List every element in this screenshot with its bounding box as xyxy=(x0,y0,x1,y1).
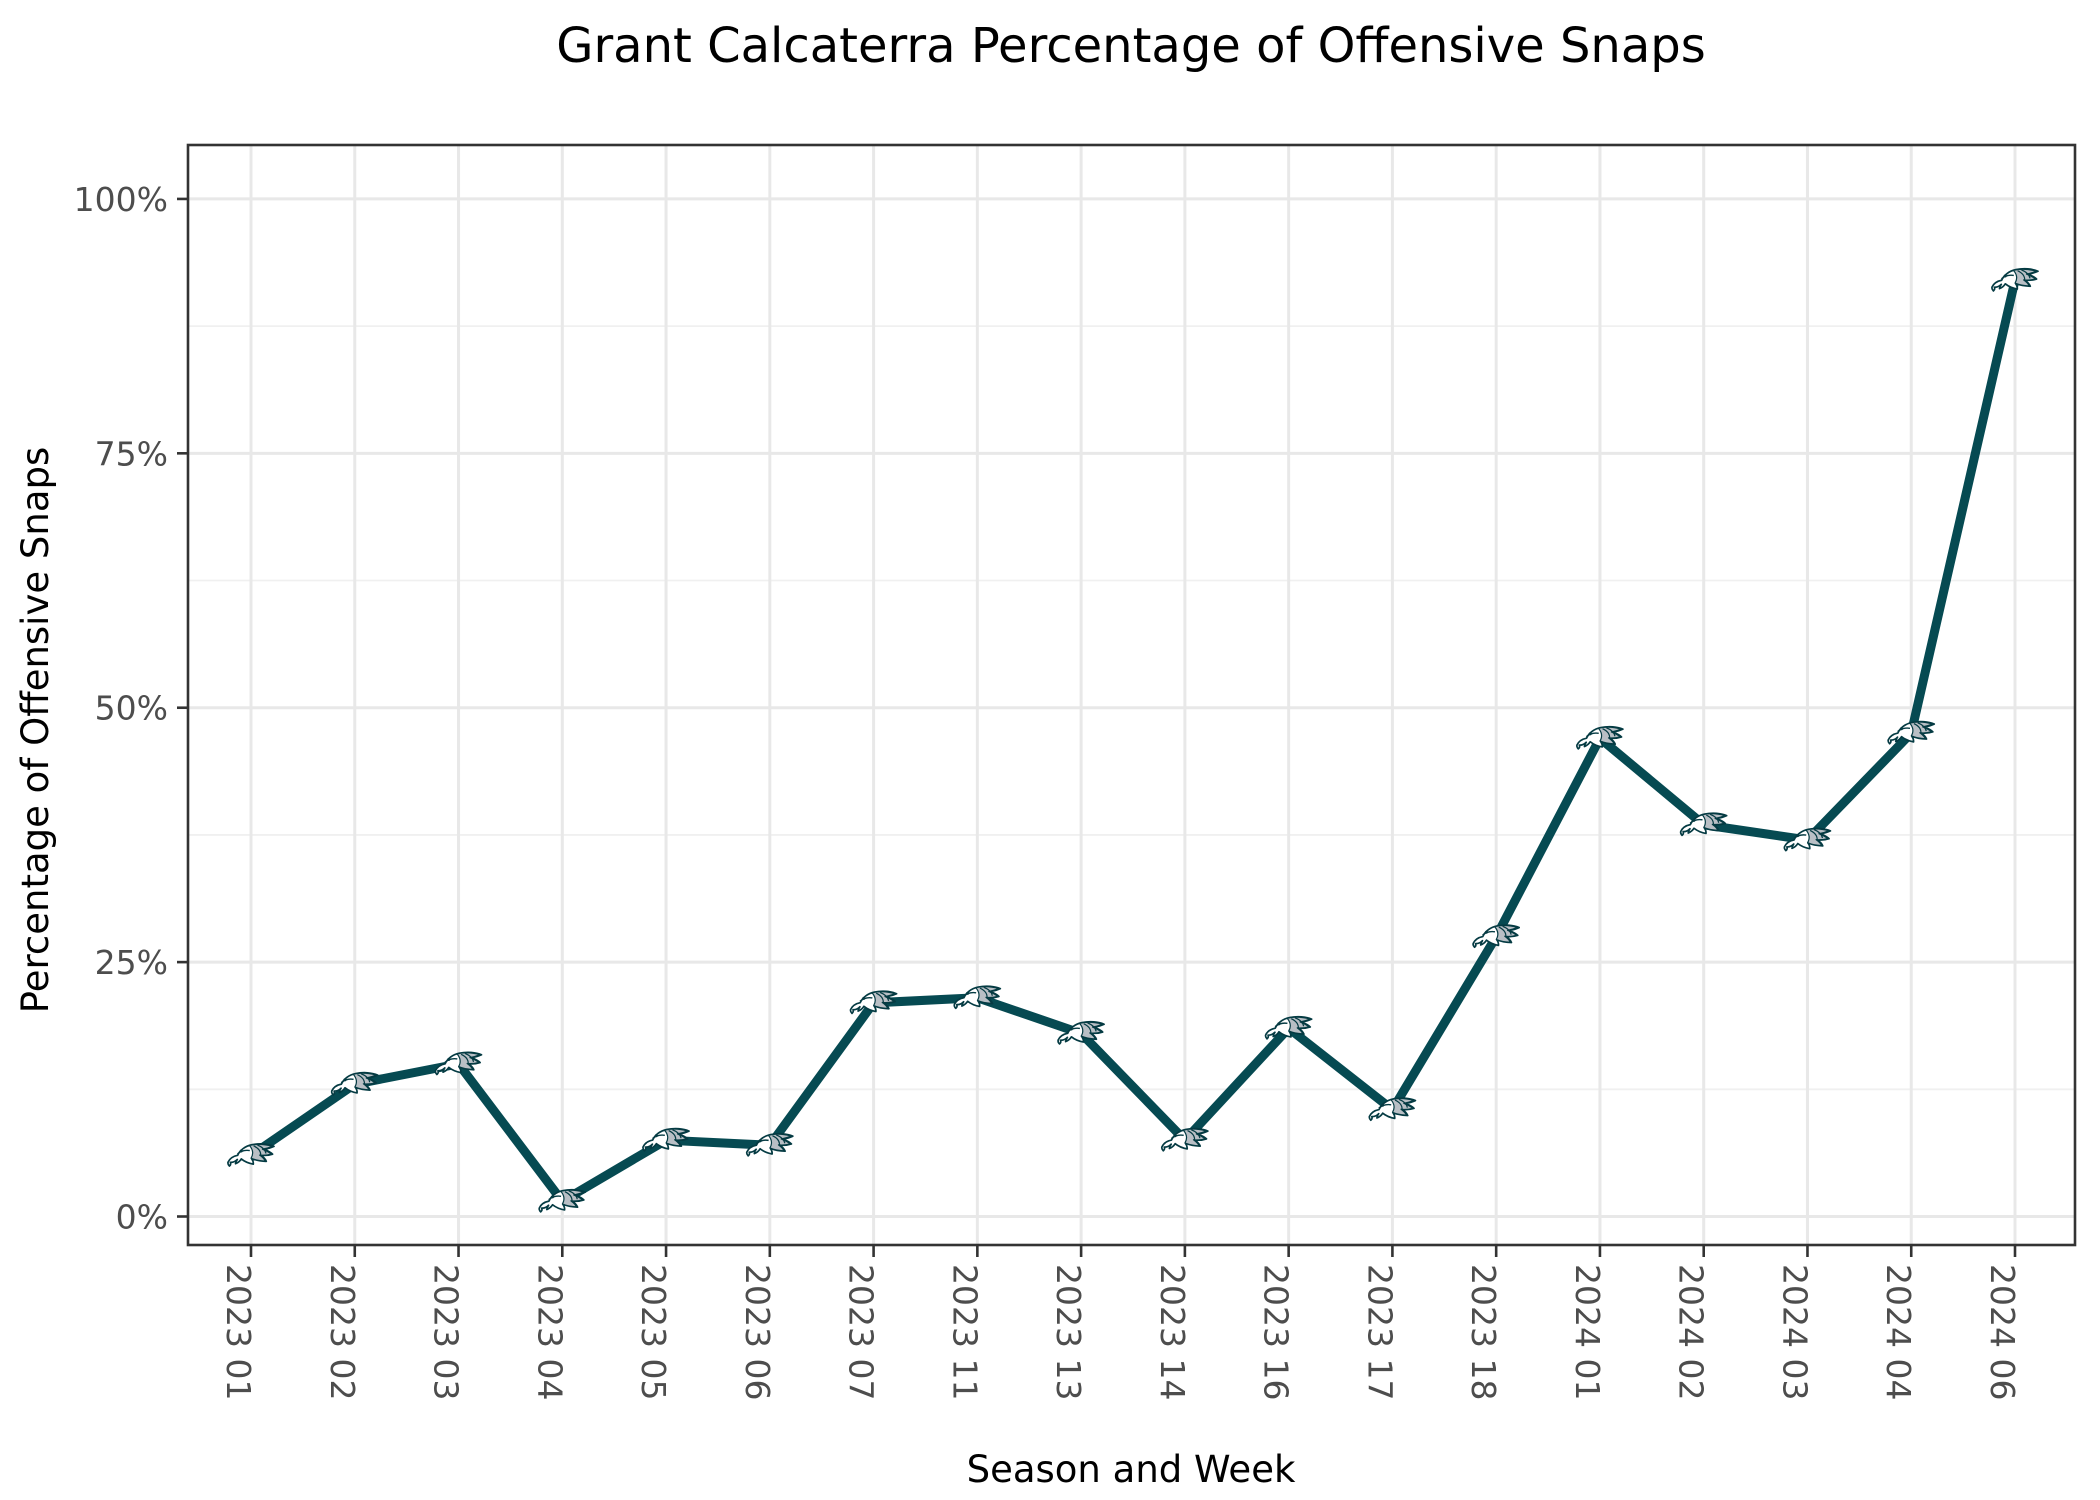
eagles-logo-marker xyxy=(1991,267,2039,292)
x-tick-label: 2023 13 xyxy=(1049,1264,1088,1400)
x-tick-label: 2023 18 xyxy=(1464,1264,1503,1400)
series-line xyxy=(246,275,2020,1206)
x-tick-label: 2024 04 xyxy=(1879,1264,1918,1400)
x-tick-label: 2023 02 xyxy=(323,1264,362,1400)
x-tick-label: 2023 16 xyxy=(1257,1264,1296,1400)
panel-border-group xyxy=(186,143,2077,1247)
eagles-logo-marker xyxy=(1160,1127,1209,1152)
y-tick-label: 75% xyxy=(95,434,168,473)
x-tick-label: 2023 04 xyxy=(530,1264,569,1400)
x-tick-label: 2023 01 xyxy=(219,1264,258,1400)
x-tick-label: 2024 02 xyxy=(1672,1264,1711,1400)
axis-tick-marks xyxy=(177,197,2017,1257)
axis-tick-labels: 0% 25% 50% 75% 100% 2023 01 2023 02 2023 03 2023… xyxy=(74,180,2022,1401)
chart-title: Grant Calcaterra Percentage of Offensive… xyxy=(556,18,1706,74)
x-tick-label: 2024 03 xyxy=(1775,1264,1814,1400)
x-tick-label: 2023 06 xyxy=(738,1264,777,1400)
panel-border xyxy=(186,143,2077,1247)
eagles-logo-marker xyxy=(227,1143,275,1167)
y-tick-label: 25% xyxy=(95,943,168,982)
x-tick-label: 2023 17 xyxy=(1360,1264,1399,1400)
x-tick-label: 2024 01 xyxy=(1568,1264,1607,1400)
y-axis-title: Percentage of Offensive Snaps xyxy=(14,447,57,1014)
x-axis-title: Season and Week xyxy=(967,1448,1296,1491)
y-tick-label: 0% xyxy=(116,1198,168,1237)
series-line-group xyxy=(246,275,2020,1206)
x-tick-label: 2023 14 xyxy=(1153,1264,1192,1400)
eagles-logo-marker xyxy=(330,1071,379,1096)
x-tick-label: 2023 05 xyxy=(634,1264,673,1400)
eagles-logo-marker xyxy=(642,1127,690,1152)
eagles-logo-marker xyxy=(849,990,898,1015)
gridlines-major xyxy=(188,145,2075,1245)
eagles-logo-marker xyxy=(1576,725,1624,750)
x-tick-label: 2023 11 xyxy=(945,1264,984,1400)
eagles-logo-marker xyxy=(1887,720,1936,745)
x-tick-label: 2023 07 xyxy=(842,1264,881,1400)
series-markers-group xyxy=(227,267,2039,1213)
x-tick-label: 2024 06 xyxy=(1983,1264,2022,1400)
eagles-logo-marker xyxy=(1472,924,1521,949)
y-tick-label: 100% xyxy=(74,180,168,219)
x-tick-label: 2023 03 xyxy=(427,1264,466,1400)
eagles-logo-marker xyxy=(538,1188,587,1213)
y-tick-label: 50% xyxy=(95,689,168,728)
